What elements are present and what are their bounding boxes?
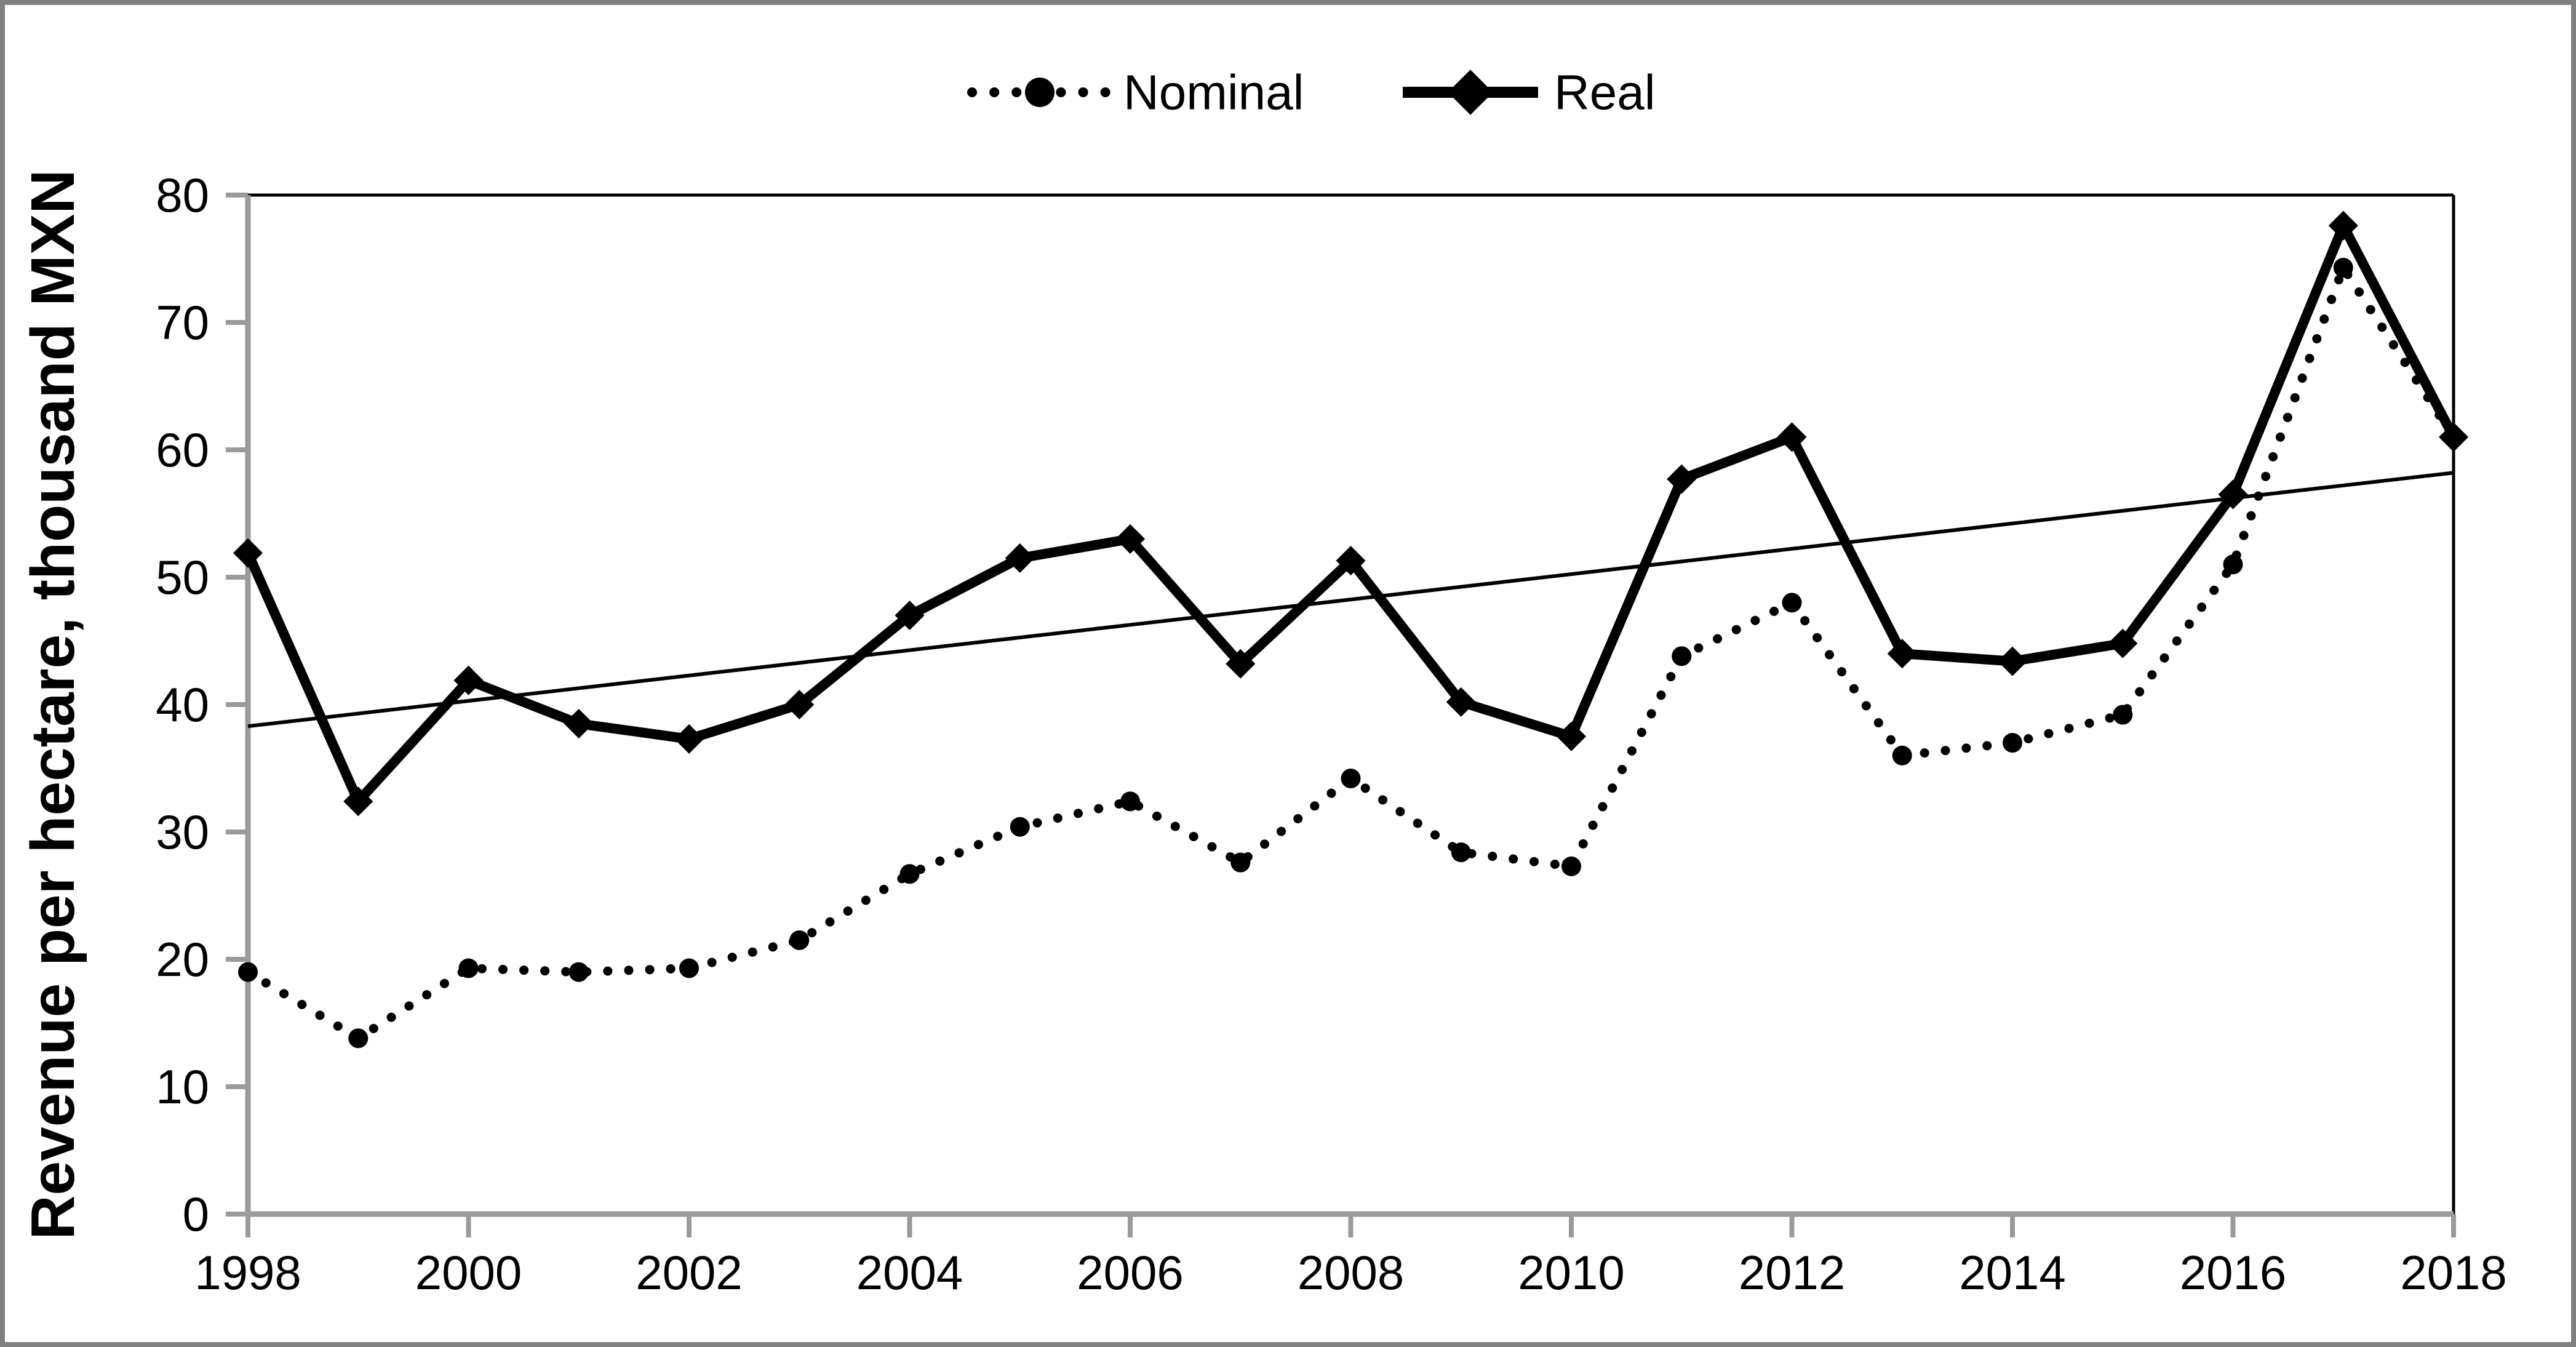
nominal-legend-marker-icon <box>1025 78 1055 107</box>
y-tick-label: 10 <box>156 1060 209 1114</box>
x-tick-label: 2002 <box>636 1245 743 1300</box>
real-data-point <box>2108 628 2138 658</box>
nominal-data-point <box>348 1028 369 1049</box>
real-data-point <box>1446 687 1476 717</box>
legend: Nominal Real <box>967 65 1656 120</box>
nominal-data-point <box>1561 856 1581 876</box>
real-data-point <box>2328 210 2358 241</box>
y-tick-label: 50 <box>156 550 209 604</box>
real-data-point <box>564 709 594 739</box>
real-data-point <box>1777 422 1807 452</box>
legend-label-real: Real <box>1554 65 1656 120</box>
y-tick-label: 70 <box>156 295 209 350</box>
real-data-point <box>233 538 263 568</box>
real-data-point <box>1336 546 1366 576</box>
real-data-point <box>1997 646 2028 676</box>
legend-item-nominal: Nominal <box>967 65 1304 120</box>
y-tick-label: 20 <box>156 932 209 986</box>
x-tick-label: 2018 <box>2400 1245 2507 1300</box>
x-tick-label: 2006 <box>1077 1245 1184 1300</box>
nominal-data-point <box>2003 733 2022 753</box>
real-data-point <box>1556 721 1587 751</box>
nominal-data-point <box>789 930 810 950</box>
real-data-point <box>674 724 704 754</box>
nominal-data-point <box>1341 769 1361 789</box>
x-tick-label: 1998 <box>194 1245 301 1300</box>
nominal-data-point <box>2333 257 2353 278</box>
nominal-data-point <box>1010 817 1030 837</box>
nominal-data-point <box>899 864 920 884</box>
y-tick-label: 60 <box>156 423 209 477</box>
nominal-data-point <box>679 958 699 978</box>
x-tick-label: 2012 <box>1739 1245 1846 1300</box>
nominal-data-point <box>2223 554 2243 575</box>
nominal-data-point <box>1892 745 1912 765</box>
nominal-data-point <box>2113 705 2133 725</box>
nominal-data-point <box>568 962 589 982</box>
real-legend-marker-icon <box>1448 70 1493 115</box>
y-tick-label: 30 <box>156 805 209 859</box>
x-tick-label: 2016 <box>2180 1245 2287 1300</box>
real-data-point <box>2218 479 2248 510</box>
real-data-point <box>1887 639 1917 669</box>
nominal-data-point <box>1120 791 1140 812</box>
legend-item-real: Real <box>1403 65 1656 120</box>
x-tick-label: 2010 <box>1518 1245 1625 1300</box>
real-data-point <box>2438 422 2469 452</box>
real-data-point <box>1667 464 1697 494</box>
y-tick-label: 0 <box>183 1187 209 1241</box>
nominal-data-point <box>1782 593 1802 613</box>
trend-line <box>247 471 2454 729</box>
nominal-data-point <box>1230 852 1251 873</box>
nominal-data-point <box>238 962 258 982</box>
x-tick-label: 2008 <box>1298 1245 1405 1300</box>
nominal-data-point <box>1451 842 1471 863</box>
x-tick-label: 2014 <box>1959 1245 2066 1300</box>
nominal-data-point <box>1672 646 1692 666</box>
nominal-data-point <box>458 958 479 978</box>
y-tick-label: 80 <box>156 168 209 222</box>
x-tick-label: 2000 <box>415 1245 522 1300</box>
y-tick-label: 40 <box>156 677 209 732</box>
x-tick-label: 2004 <box>856 1245 963 1300</box>
y-axis-title: Revenue per hectare, thousand MXN <box>18 169 87 1239</box>
legend-label-nominal: Nominal <box>1123 65 1304 120</box>
